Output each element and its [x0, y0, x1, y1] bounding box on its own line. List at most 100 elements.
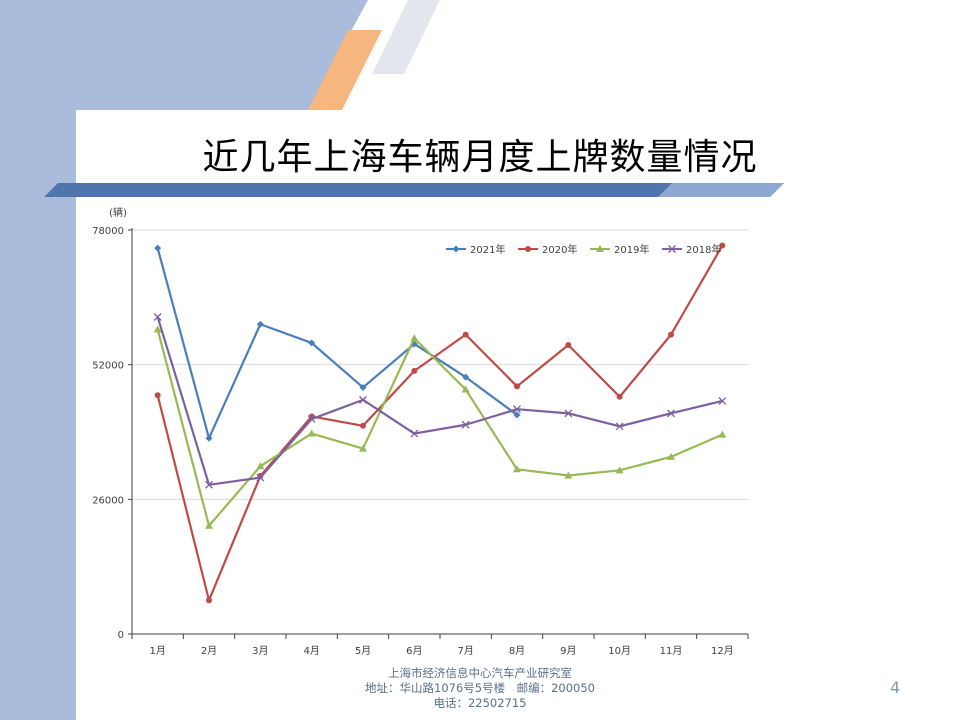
data-point	[256, 320, 264, 328]
legend-label: 2019年	[614, 243, 649, 256]
marker-stroke	[256, 473, 265, 482]
data-point	[153, 325, 162, 333]
marker-stroke	[564, 409, 573, 418]
legend-entry-3: 2018年	[662, 243, 721, 256]
footer-org: 上海市经济信息中心汽车产业研究室	[388, 666, 572, 680]
legend-marker	[525, 246, 531, 252]
data-point	[513, 411, 521, 419]
y-axis-label: (辆)	[109, 206, 127, 219]
x-tick-label: 1月	[149, 645, 165, 657]
data-point	[462, 331, 469, 338]
x-tick-label: 4月	[303, 645, 319, 657]
data-point	[514, 383, 520, 390]
data-point	[668, 331, 674, 338]
x-tick-label: 7月	[457, 645, 473, 657]
data-point	[513, 405, 521, 414]
data-point	[411, 367, 418, 374]
series-line-3	[156, 316, 723, 486]
x-tick-label: 8月	[509, 645, 525, 657]
series-lines	[153, 242, 727, 604]
marker-stroke	[307, 415, 316, 424]
x-tick-label: 12月	[711, 645, 734, 657]
left-blue-panel	[0, 0, 76, 720]
data-point	[205, 521, 213, 529]
marker-stroke	[615, 422, 624, 431]
title-underline-bar	[44, 183, 784, 197]
x-tick-label: 6月	[406, 645, 422, 657]
data-point	[307, 415, 316, 424]
data-point	[307, 429, 316, 437]
footer-contact: 上海市经济信息中心汽车产业研究室 地址：华山路1076号5号楼 邮编：20005…	[340, 666, 620, 711]
data-point	[565, 341, 572, 348]
data-point	[615, 422, 624, 431]
data-point	[667, 409, 675, 418]
legend-label: 2020年	[542, 243, 577, 256]
marker-stroke	[153, 313, 162, 321]
data-point	[359, 383, 367, 391]
data-point	[410, 429, 419, 438]
data-point	[564, 409, 573, 418]
x-tick-label: 5月	[355, 645, 371, 657]
orange-stripe	[308, 30, 382, 110]
axes: 0 26000 52000 78000 (辆) 1月 2月 3月 4月 5月 6月 7月 8月 9月 10月…	[92, 206, 749, 657]
series-line-2	[156, 329, 723, 527]
x-tick-label: 3月	[252, 645, 268, 657]
y-tick-label: 52000	[92, 361, 124, 372]
data-point	[360, 422, 366, 429]
legend-label: 2018年	[686, 243, 721, 256]
marker-stroke	[667, 409, 675, 418]
legend-marker	[452, 245, 460, 253]
marker-stroke	[718, 396, 727, 405]
legend-entry-1: 2020年	[518, 243, 577, 256]
marker-stroke	[359, 395, 367, 404]
y-tick-label: 0	[118, 630, 124, 641]
data-point	[205, 480, 213, 489]
data-point	[513, 465, 521, 473]
legend-entry-2: 2019年	[590, 243, 649, 256]
marker-stroke	[513, 405, 521, 414]
legend-label: 2021年	[470, 243, 505, 256]
data-point	[205, 434, 213, 442]
legend: 2021年 2020年 2019年 2018年	[446, 243, 721, 256]
marker-stroke	[668, 245, 676, 253]
data-point	[718, 396, 727, 405]
series-line-0	[156, 247, 518, 440]
data-point	[461, 385, 470, 393]
x-tick-label: 11月	[660, 645, 683, 657]
data-point	[154, 244, 162, 252]
data-point	[206, 597, 212, 604]
legend-entry-0: 2021年	[446, 243, 505, 256]
data-point	[718, 430, 727, 438]
x-tick-label: 9月	[560, 645, 576, 657]
legend-marker	[596, 245, 604, 252]
line-chart: 0 26000 52000 78000 (辆) 1月 2月 3月 4月 5月 6月 7月 8月 9月 10月…	[92, 206, 749, 657]
data-point	[616, 393, 623, 400]
data-point	[359, 395, 367, 404]
data-point	[308, 339, 316, 347]
data-point	[153, 313, 162, 321]
data-point	[256, 462, 265, 470]
title-underline-accent	[658, 183, 784, 197]
data-point	[462, 373, 470, 381]
footer-phone: 电话：22502715	[433, 696, 527, 710]
y-tick-label: 78000	[92, 226, 124, 237]
marker-stroke	[410, 429, 419, 438]
data-point	[154, 392, 161, 399]
data-point	[719, 242, 726, 249]
slide-number: 4	[890, 678, 901, 697]
data-point	[564, 471, 573, 479]
data-point	[359, 444, 367, 452]
marker-stroke	[461, 420, 470, 429]
data-point	[461, 420, 470, 429]
top-blue-band	[0, 0, 368, 110]
gray-stripe	[372, 0, 440, 74]
data-point	[667, 452, 675, 460]
footer-address: 地址：华山路1076号5号楼 邮编：200050	[365, 681, 595, 695]
marker-stroke	[205, 480, 213, 489]
data-point	[410, 334, 419, 342]
series-line-1	[156, 244, 724, 602]
slide-title: 近几年上海车辆月度上牌数量情况	[202, 137, 758, 178]
data-point	[256, 473, 265, 482]
x-tick-label: 10月	[608, 645, 631, 657]
legend-marker	[668, 245, 676, 253]
